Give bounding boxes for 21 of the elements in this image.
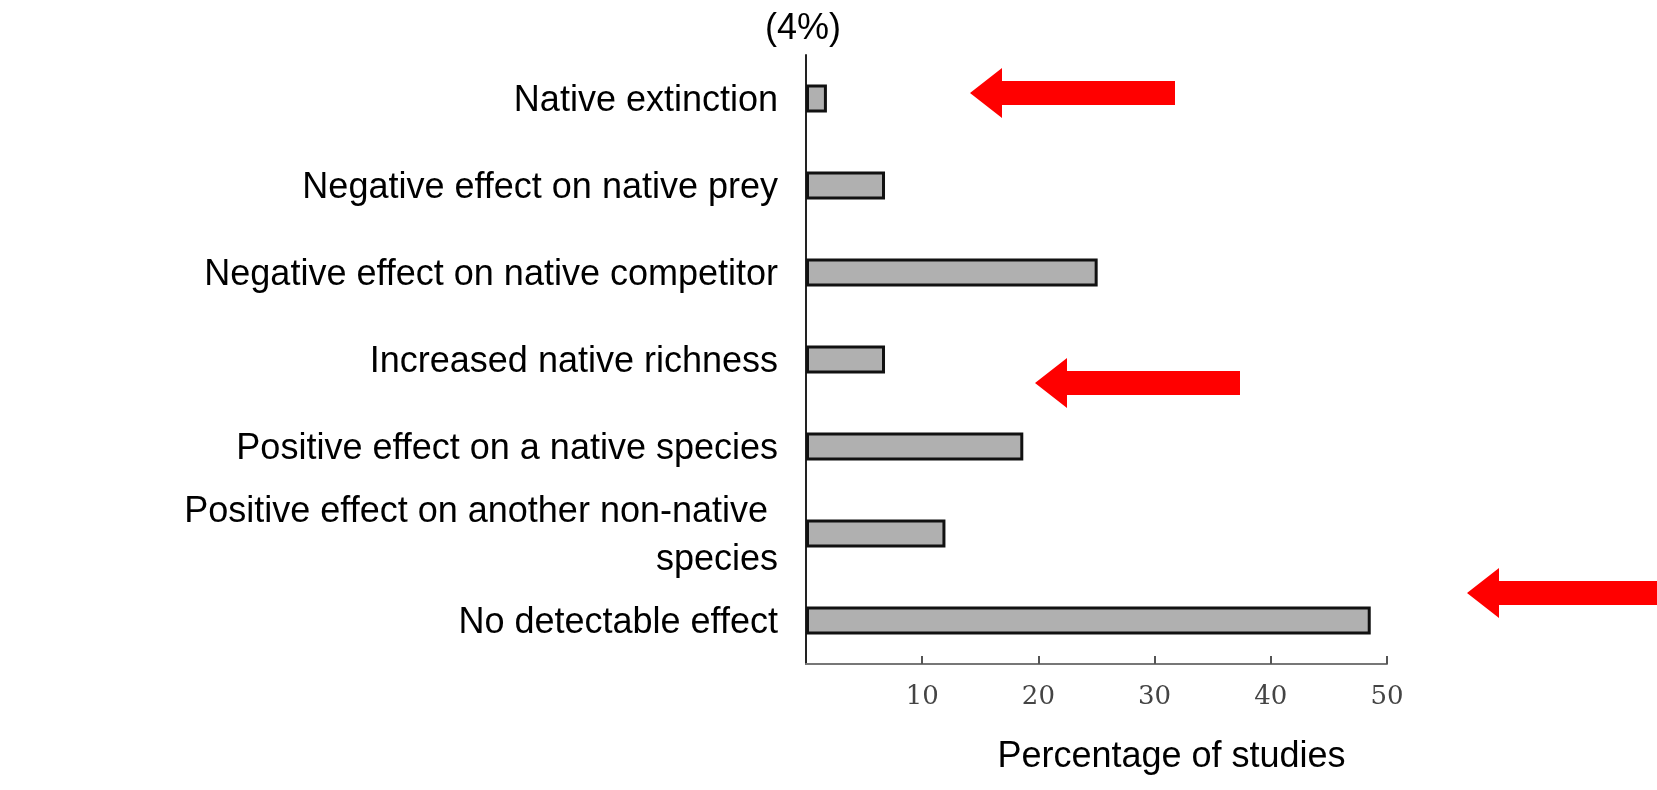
x-tick-label: 30: [1138, 680, 1172, 710]
x-tick-label: 10: [905, 680, 939, 710]
y-tick-label: Positive effect on another non-native species: [184, 489, 778, 578]
bar: [806, 432, 1024, 461]
x-axis-title: Percentage of studies: [997, 733, 1346, 775]
x-tick-label: 40: [1254, 680, 1288, 710]
y-tick-label: Positive effect on a native species: [236, 426, 778, 467]
x-tick-label: 50: [1370, 680, 1404, 710]
bar: [806, 345, 886, 374]
bar: [806, 84, 827, 113]
bar: [806, 519, 946, 548]
text: (4%): [765, 5, 842, 47]
y-tick-label: Negative effect on native competitor: [204, 252, 778, 293]
bar: [806, 258, 1098, 287]
y-tick-label: Native extinction: [513, 78, 778, 119]
y-tick-label: Increased native richness: [369, 339, 778, 380]
bar: [806, 606, 1371, 635]
y-tick-label: Negative effect on native prey: [302, 165, 778, 206]
y-tick-label: No detectable effect: [458, 600, 778, 641]
bar: [806, 171, 886, 200]
x-tick-label: 20: [1021, 680, 1055, 710]
